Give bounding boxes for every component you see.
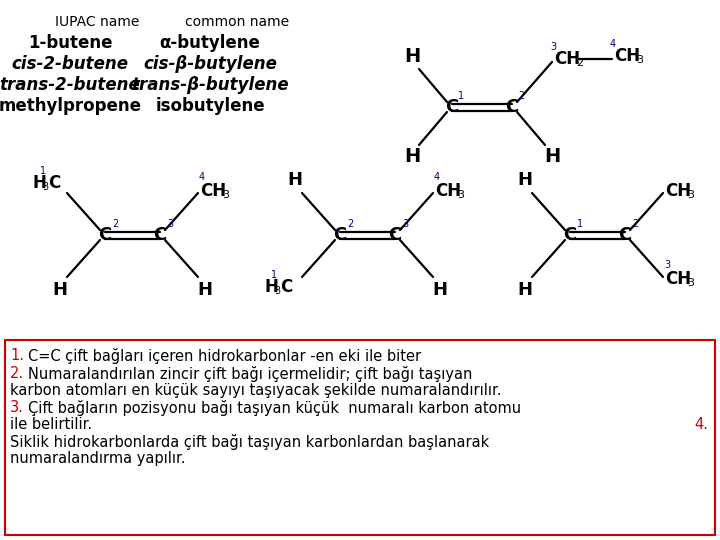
Text: 3: 3 bbox=[167, 219, 173, 229]
Text: 1: 1 bbox=[271, 270, 277, 280]
Text: C: C bbox=[505, 98, 518, 116]
Text: Çift bağların pozisyonu bağı taşıyan küçük  numaralı karbon atomu: Çift bağların pozisyonu bağı taşıyan küç… bbox=[28, 400, 521, 416]
Text: C: C bbox=[618, 226, 631, 244]
Text: 3: 3 bbox=[687, 190, 694, 200]
Text: 4: 4 bbox=[199, 172, 205, 182]
Text: C: C bbox=[280, 278, 292, 296]
Text: 3: 3 bbox=[42, 182, 48, 192]
Text: H: H bbox=[404, 48, 420, 66]
Text: H: H bbox=[544, 147, 560, 166]
Text: 3: 3 bbox=[274, 286, 280, 296]
Text: 3: 3 bbox=[402, 219, 408, 229]
Text: 2: 2 bbox=[576, 58, 583, 68]
Text: H: H bbox=[433, 281, 448, 299]
Text: trans-β-butylene: trans-β-butylene bbox=[131, 76, 289, 94]
Text: C: C bbox=[153, 226, 166, 244]
Text: 3.: 3. bbox=[10, 400, 24, 415]
Text: H: H bbox=[287, 171, 302, 189]
Text: 2: 2 bbox=[347, 219, 353, 229]
Text: methylpropene: methylpropene bbox=[0, 97, 142, 115]
Text: IUPAC name: IUPAC name bbox=[55, 15, 140, 29]
Text: karbon atomları en küçük sayıyı taşıyacak şekilde numaralandırılır.: karbon atomları en küçük sayıyı taşıyaca… bbox=[10, 383, 502, 398]
Text: C: C bbox=[563, 226, 577, 244]
Text: 1: 1 bbox=[40, 166, 46, 176]
Text: 2: 2 bbox=[518, 91, 524, 101]
Text: CH: CH bbox=[614, 47, 640, 65]
Text: H: H bbox=[53, 281, 68, 299]
Text: 1: 1 bbox=[458, 91, 464, 101]
Text: 3: 3 bbox=[636, 55, 643, 65]
Text: 4.: 4. bbox=[694, 417, 708, 432]
Text: isobutylene: isobutylene bbox=[156, 97, 265, 115]
Text: CH: CH bbox=[554, 50, 580, 68]
Text: C: C bbox=[99, 226, 112, 244]
Text: common name: common name bbox=[185, 15, 289, 29]
Text: 1: 1 bbox=[577, 219, 583, 229]
Text: H: H bbox=[33, 174, 47, 192]
Text: trans-2-butene: trans-2-butene bbox=[0, 76, 140, 94]
Text: H: H bbox=[518, 281, 533, 299]
FancyBboxPatch shape bbox=[5, 340, 715, 535]
Text: 3: 3 bbox=[222, 190, 229, 200]
Text: numaralandırma yapılır.: numaralandırma yapılır. bbox=[10, 451, 186, 466]
Text: 1.: 1. bbox=[10, 348, 24, 363]
Text: H: H bbox=[197, 281, 212, 299]
Text: 3: 3 bbox=[687, 278, 694, 288]
Text: H: H bbox=[518, 171, 533, 189]
Text: C: C bbox=[333, 226, 346, 244]
Text: C: C bbox=[446, 98, 459, 116]
Text: C: C bbox=[388, 226, 402, 244]
Text: 4: 4 bbox=[610, 39, 616, 49]
Text: CH: CH bbox=[435, 182, 461, 200]
Text: 3: 3 bbox=[664, 260, 670, 270]
Text: 2.: 2. bbox=[10, 366, 24, 381]
Text: ile belirtilir.: ile belirtilir. bbox=[10, 417, 92, 432]
Text: Siklik hidrokarbonlarda çift bağı taşıyan karbonlardan başlanarak: Siklik hidrokarbonlarda çift bağı taşıya… bbox=[10, 434, 490, 450]
Text: cis-β-butylene: cis-β-butylene bbox=[143, 55, 277, 73]
Text: CH: CH bbox=[200, 182, 226, 200]
Text: CH: CH bbox=[665, 270, 691, 288]
Text: 4: 4 bbox=[434, 172, 440, 182]
Text: C: C bbox=[48, 174, 60, 192]
Text: 1-butene: 1-butene bbox=[28, 34, 112, 52]
Text: 3: 3 bbox=[457, 190, 464, 200]
Text: 3: 3 bbox=[550, 42, 556, 52]
Text: C=C çift bağları içeren hidrokarbonlar -en eki ile biter: C=C çift bağları içeren hidrokarbonlar -… bbox=[28, 348, 421, 364]
Text: 2: 2 bbox=[632, 219, 638, 229]
Text: H: H bbox=[404, 147, 420, 166]
Text: CH: CH bbox=[665, 182, 691, 200]
Text: 2: 2 bbox=[112, 219, 118, 229]
Text: cis-2-butene: cis-2-butene bbox=[12, 55, 128, 73]
Text: H: H bbox=[265, 278, 279, 296]
Text: α-butylene: α-butylene bbox=[160, 34, 261, 52]
Text: Numaralandırılan zincir çift bağı içermelidir; çift bağı taşıyan: Numaralandırılan zincir çift bağı içerme… bbox=[28, 366, 472, 382]
